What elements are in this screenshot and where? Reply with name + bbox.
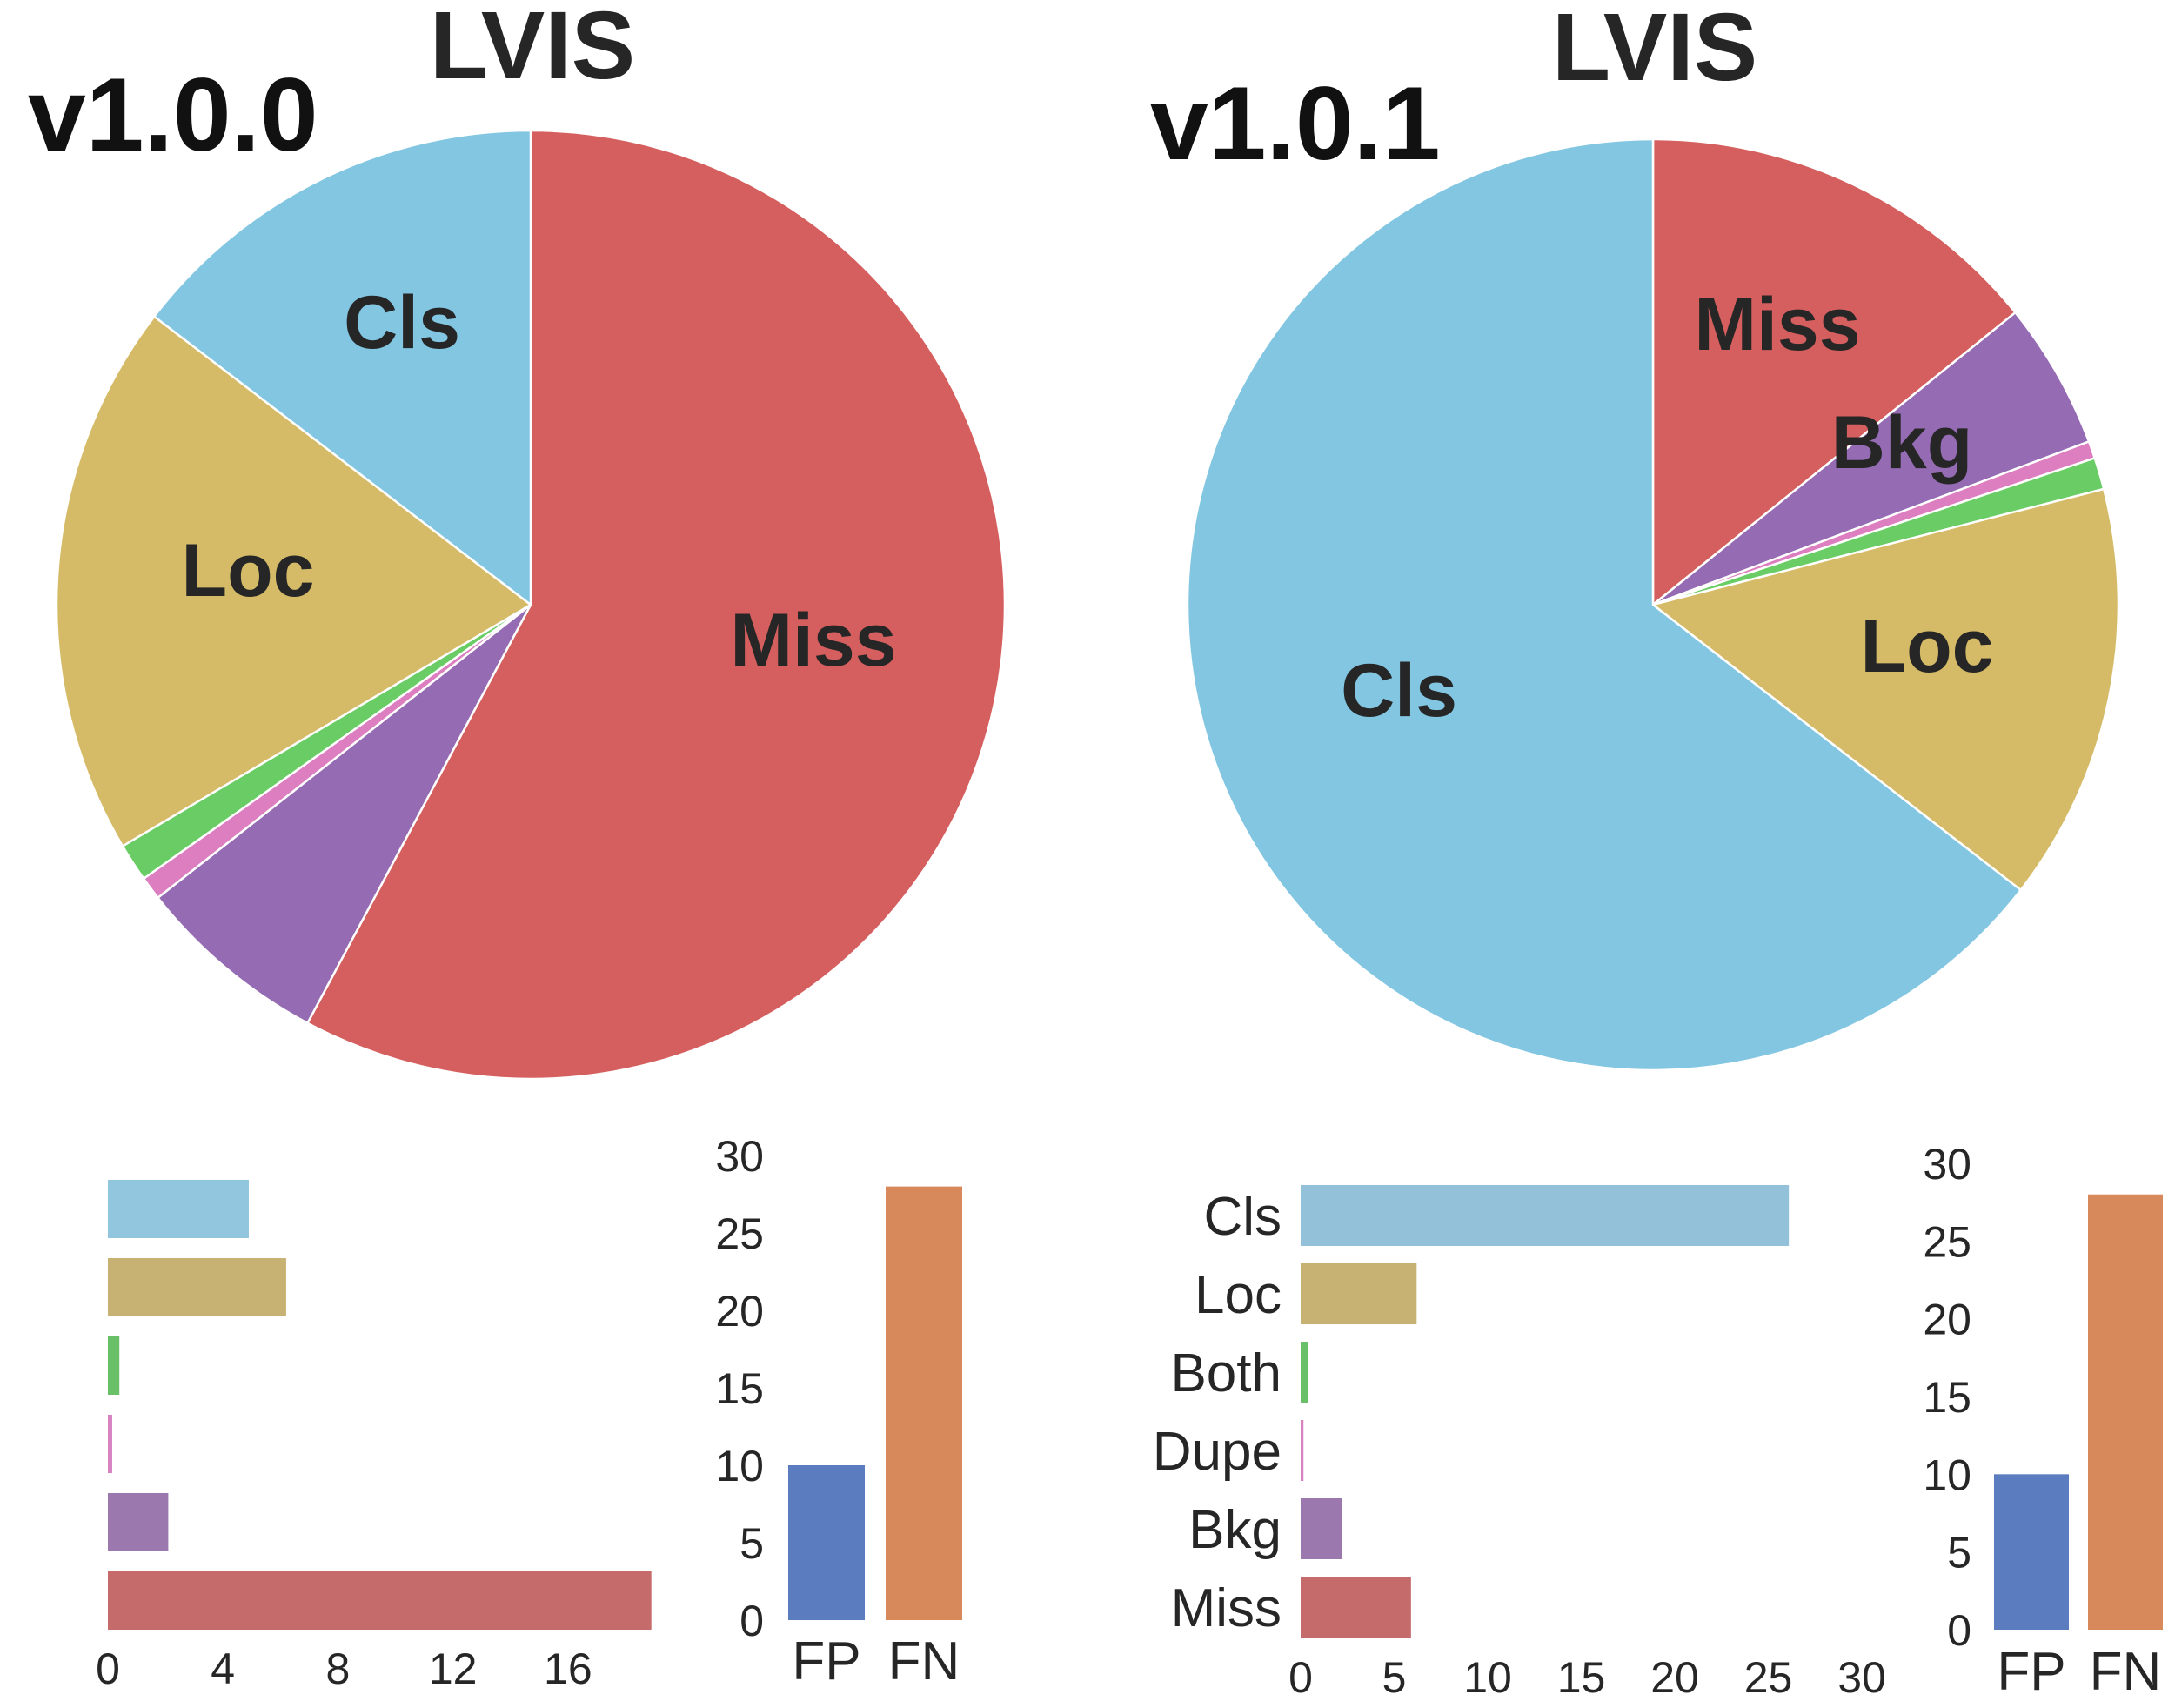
- pie-slice-cls: [152, 129, 532, 607]
- y-tick-label: 30: [1923, 1140, 1971, 1189]
- hbar-0: [1301, 1185, 1790, 1246]
- bar-category-label: FP: [1997, 1642, 2065, 1702]
- x-tick-label: 25: [1744, 1653, 1793, 1702]
- y-tick-label: 5: [1947, 1529, 1971, 1577]
- pie-label-miss: Miss: [730, 599, 896, 682]
- bar-fn: [886, 1186, 962, 1620]
- x-tick-label: 12: [429, 1644, 478, 1693]
- y-tick-label: 20: [1923, 1296, 1971, 1344]
- hbar-category-label: Cls: [1203, 1187, 1282, 1247]
- y-tick-label: 25: [1923, 1217, 1971, 1266]
- pie-label-cls: Cls: [1341, 649, 1457, 733]
- y-tick-label: 5: [740, 1519, 764, 1568]
- bar-fp: [1994, 1474, 2069, 1630]
- pie-slice-miss: [1651, 137, 2018, 607]
- y-tick-label: 30: [715, 1132, 764, 1181]
- pie-title: LVIS: [1552, 0, 1757, 101]
- pie-label-miss: Miss: [1694, 283, 1860, 366]
- pie-slice-loc: [1650, 487, 2120, 892]
- y-tick-label: 0: [740, 1597, 764, 1645]
- version-label-left: v1.0.0: [28, 57, 318, 173]
- x-tick-label: 30: [1837, 1653, 1886, 1702]
- hbar-2: [1301, 1342, 1308, 1403]
- hbar-4: [1301, 1498, 1342, 1559]
- y-tick-label: 10: [715, 1442, 764, 1490]
- y-tick-label: 15: [715, 1364, 764, 1413]
- hbar-2: [108, 1336, 120, 1395]
- hbar-4: [108, 1493, 169, 1551]
- hbar-5: [108, 1571, 652, 1630]
- y-tick-label: 0: [1947, 1606, 1971, 1655]
- pie-slice-bkg: [1652, 311, 2091, 606]
- x-tick-label: 16: [544, 1644, 592, 1693]
- pie-title: LVIS: [430, 0, 635, 99]
- hbar-category-label: Dupe: [1153, 1422, 1282, 1482]
- hbar-3: [108, 1415, 112, 1473]
- x-tick-label: 15: [1557, 1653, 1606, 1702]
- pie-label-loc: Loc: [182, 529, 315, 613]
- x-tick-label: 0: [1288, 1653, 1313, 1702]
- bar-fp: [788, 1465, 865, 1620]
- hbar-category-label: Bkg: [1188, 1500, 1282, 1560]
- y-tick-label: 15: [1923, 1373, 1971, 1422]
- hbar-category-label: Both: [1170, 1343, 1282, 1403]
- hbar-3: [1301, 1420, 1304, 1481]
- hbar-category-label: Loc: [1195, 1265, 1282, 1325]
- hbar-1: [1301, 1263, 1417, 1324]
- pie-slice-bkg: [156, 604, 532, 1025]
- hbar-0: [108, 1180, 249, 1238]
- pie-slice-cls: [1186, 137, 2023, 1072]
- bar-category-label: FP: [792, 1631, 860, 1691]
- y-tick-label: 20: [715, 1287, 764, 1336]
- pie-label-cls: Cls: [344, 281, 460, 365]
- bar-fn: [2088, 1194, 2163, 1630]
- hbar-category-label: Miss: [1171, 1578, 1282, 1638]
- x-tick-label: 20: [1650, 1653, 1699, 1702]
- x-tick-label: 10: [1463, 1653, 1512, 1702]
- y-tick-label: 25: [715, 1209, 764, 1258]
- x-tick-label: 0: [96, 1644, 120, 1693]
- x-tick-label: 4: [211, 1644, 235, 1693]
- hbar-5: [1301, 1577, 1411, 1638]
- pie-label-bkg: Bkg: [1831, 401, 1972, 485]
- pie-slice-miss: [305, 129, 1007, 1081]
- pie-label-loc: Loc: [1861, 605, 1994, 688]
- x-tick-label: 8: [326, 1644, 351, 1693]
- hbar-1: [108, 1258, 286, 1316]
- bar-category-label: FN: [2090, 1642, 2162, 1702]
- y-tick-label: 10: [1923, 1450, 1971, 1499]
- pie-slice-loc: [55, 314, 533, 848]
- x-tick-label: 5: [1382, 1653, 1407, 1702]
- bar-category-label: FN: [888, 1631, 960, 1691]
- version-label-right: v1.0.1: [1150, 65, 1441, 182]
